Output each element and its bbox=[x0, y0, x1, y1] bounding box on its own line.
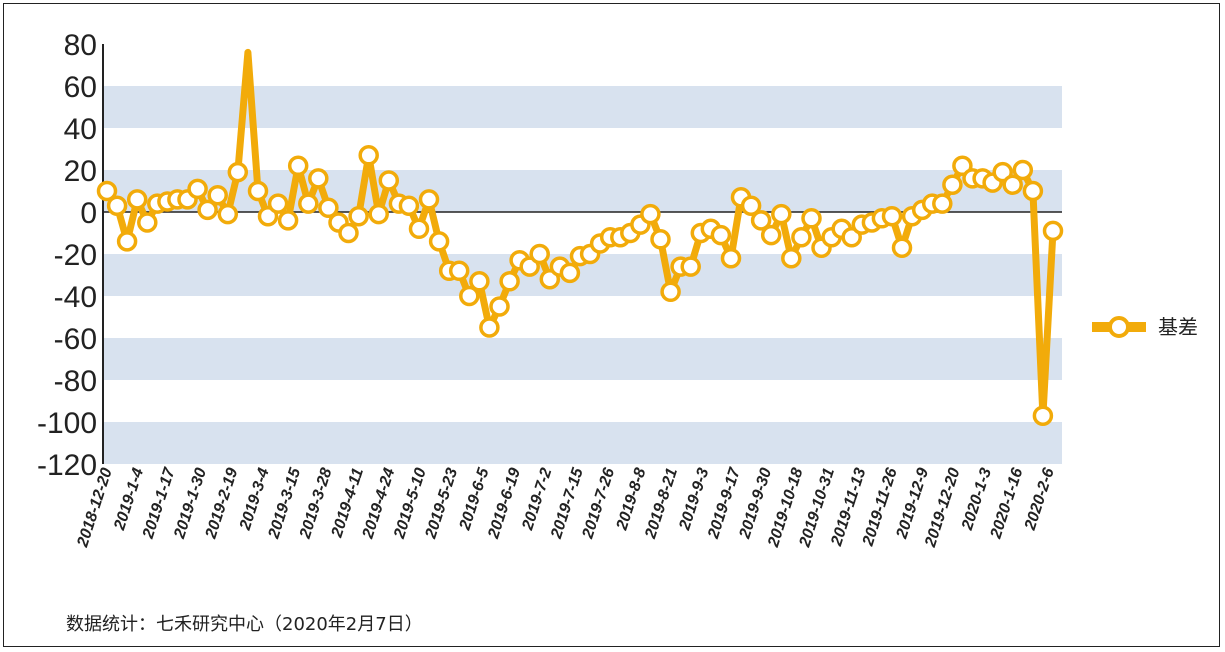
data-point bbox=[247, 180, 269, 202]
data-point bbox=[338, 222, 359, 244]
data-point bbox=[559, 262, 581, 284]
data-point bbox=[710, 224, 732, 246]
data-point bbox=[771, 203, 792, 225]
x-tick-label: 2020-1-16 bbox=[987, 466, 1026, 542]
y-tick-label: -80 bbox=[54, 365, 97, 398]
data-point bbox=[791, 226, 812, 248]
x-tick-label: 2019-8-21 bbox=[642, 466, 681, 542]
data-point bbox=[932, 193, 953, 214]
data-point bbox=[529, 243, 550, 265]
x-tick-label: 2019-7-26 bbox=[579, 466, 618, 542]
x-axis-ticks: 2018-12-202019-1-42019-1-172019-1-302019… bbox=[74, 465, 1058, 550]
data-point bbox=[96, 180, 118, 202]
data-point bbox=[428, 231, 450, 252]
x-tick-label: 2020-2-6 bbox=[1022, 466, 1058, 533]
data-point bbox=[942, 174, 963, 195]
basis-line-chart: 80 60 40 20 0 -20 -40 -60 -80 -100 -120 2018-12-20… bbox=[37, 29, 1198, 550]
data-point bbox=[227, 161, 249, 183]
grid-band bbox=[103, 422, 1062, 464]
series-markers bbox=[96, 145, 1064, 426]
x-tick-label: 2019-9-3 bbox=[676, 466, 712, 533]
y-tick-label: -100 bbox=[37, 407, 97, 440]
data-point bbox=[358, 145, 379, 166]
y-tick-label: -40 bbox=[54, 281, 97, 314]
data-point bbox=[298, 193, 319, 214]
data-point bbox=[881, 205, 903, 227]
grid-band bbox=[103, 338, 1062, 380]
data-point bbox=[287, 155, 309, 177]
x-tick-label: 2019-3-4 bbox=[237, 466, 273, 533]
data-point bbox=[116, 231, 138, 252]
y-tick-label: 20 bbox=[64, 155, 97, 188]
data-point bbox=[308, 168, 329, 189]
data-point bbox=[720, 247, 742, 269]
grid-band bbox=[103, 86, 1062, 128]
legend-marker-icon bbox=[1108, 316, 1130, 338]
data-point bbox=[469, 271, 490, 292]
data-point bbox=[891, 237, 913, 258]
data-point bbox=[740, 195, 762, 216]
data-point bbox=[1032, 405, 1054, 426]
data-point bbox=[650, 229, 671, 250]
data-point bbox=[277, 210, 299, 231]
data-point bbox=[197, 199, 218, 221]
grid-bands bbox=[103, 86, 1062, 464]
data-point bbox=[680, 256, 701, 277]
data-point bbox=[137, 212, 158, 233]
data-point bbox=[1022, 180, 1044, 202]
x-tick-label: 2019-8-8 bbox=[613, 466, 649, 533]
x-tick-label: 2019-2-19 bbox=[202, 466, 241, 542]
data-point bbox=[126, 189, 148, 210]
data-point bbox=[781, 247, 802, 269]
data-point bbox=[187, 178, 208, 200]
data-point bbox=[479, 317, 500, 338]
data-point bbox=[499, 271, 520, 292]
x-tick-label: 2019-5-23 bbox=[422, 466, 461, 542]
data-point bbox=[267, 193, 289, 214]
data-point bbox=[348, 205, 369, 227]
data-point bbox=[750, 210, 772, 231]
data-point bbox=[1002, 174, 1023, 195]
data-point bbox=[106, 195, 128, 216]
y-tick-label: -20 bbox=[54, 239, 97, 272]
y-tick-label: -120 bbox=[37, 449, 97, 482]
x-tick-label: 2019-7-2 bbox=[519, 466, 555, 533]
data-point bbox=[408, 218, 430, 240]
data-point bbox=[318, 197, 339, 219]
data-point bbox=[217, 203, 239, 225]
data-point bbox=[1042, 220, 1064, 242]
data-point bbox=[801, 208, 822, 229]
y-tick-label: 60 bbox=[64, 71, 97, 104]
data-point bbox=[459, 285, 480, 307]
legend-label: 基差 bbox=[1158, 315, 1198, 339]
source-note: 数据统计：七禾研究中心（2020年2月7日） bbox=[66, 614, 423, 635]
data-point bbox=[418, 189, 440, 210]
data-point bbox=[448, 260, 470, 282]
y-tick-label: 40 bbox=[64, 113, 97, 146]
data-point bbox=[398, 195, 420, 216]
chart-frame: 80 60 40 20 0 -20 -40 -60 -80 -100 -120 2018-12-20… bbox=[3, 3, 1220, 647]
x-tick-label: 2019-6-5 bbox=[456, 465, 493, 533]
x-tick-label: 2020-1-3 bbox=[959, 466, 995, 533]
y-axis-ticks: 80 60 40 20 0 -20 -40 -60 -80 -100 -120 bbox=[37, 29, 97, 482]
data-point bbox=[640, 203, 661, 225]
legend[interactable]: 基差 bbox=[1092, 315, 1198, 339]
y-tick-label: 80 bbox=[64, 29, 97, 62]
y-tick-label: 0 bbox=[80, 197, 97, 230]
data-point bbox=[368, 203, 389, 225]
data-point bbox=[378, 170, 400, 191]
data-point bbox=[1012, 159, 1034, 181]
x-tick-label: 2019-6-19 bbox=[485, 466, 524, 542]
y-tick-label: -60 bbox=[54, 323, 97, 356]
data-point bbox=[489, 296, 510, 317]
x-tick-label: 2019-1-4 bbox=[111, 466, 147, 533]
data-point bbox=[660, 281, 681, 303]
data-point bbox=[760, 224, 782, 246]
data-point bbox=[207, 184, 228, 206]
